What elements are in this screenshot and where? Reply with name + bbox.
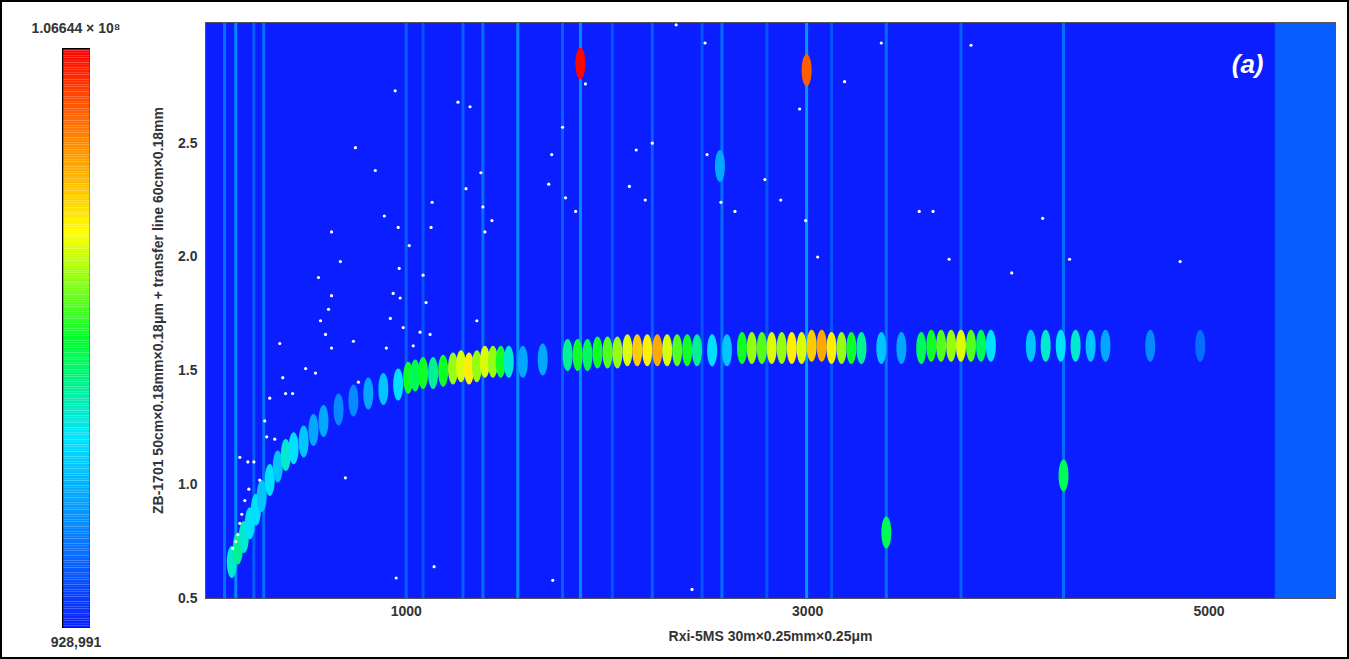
svg-text:1000: 1000 xyxy=(391,603,422,619)
svg-text:3000: 3000 xyxy=(792,603,823,619)
svg-text:2.0: 2.0 xyxy=(178,248,198,264)
svg-text:5000: 5000 xyxy=(1193,603,1224,619)
svg-text:Rxi-5MS 30m×0.25mm×0.25μm: Rxi-5MS 30m×0.25mm×0.25μm xyxy=(669,628,873,644)
svg-text:2.5: 2.5 xyxy=(178,135,198,151)
svg-text:(a): (a) xyxy=(1232,49,1264,79)
svg-text:1.5: 1.5 xyxy=(178,362,198,378)
svg-text:1.0: 1.0 xyxy=(178,476,198,492)
svg-text:ZB-1701 50cm×0.18mm×0.18μm + t: ZB-1701 50cm×0.18mm×0.18μm + transfer li… xyxy=(150,107,166,514)
html-text:1.06644 × 10⁸: 1.06644 × 10⁸ xyxy=(31,20,121,36)
html-text:928,991: 928,991 xyxy=(50,634,102,650)
svg-text:0.5: 0.5 xyxy=(178,590,198,606)
